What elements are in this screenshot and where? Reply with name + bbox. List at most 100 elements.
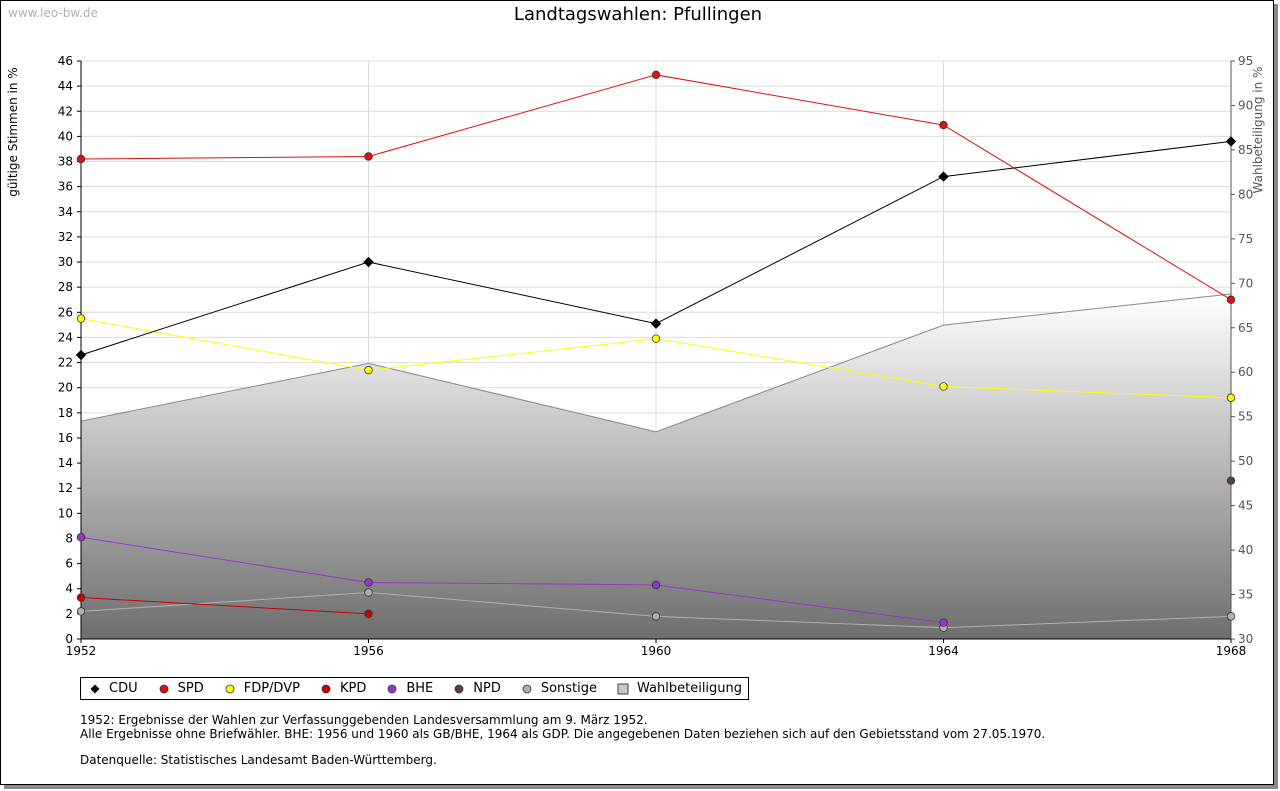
y-tick-label: 36	[58, 180, 73, 194]
line-kpd	[80, 597, 369, 615]
y2-tick-label: 90	[1238, 98, 1253, 112]
point-fdp-dvp	[1226, 393, 1236, 402]
legend-label: NPD	[473, 681, 501, 696]
legend-item-npd: NPD	[453, 681, 501, 696]
turnout-area	[80, 293, 1232, 639]
y-tick-label: 20	[58, 381, 73, 395]
legend-marker	[90, 684, 100, 693]
point-cdu	[363, 256, 374, 268]
legend-marker	[321, 684, 331, 693]
legend-item-spd: SPD	[158, 681, 204, 696]
y-axis-title: gültige Stimmen in %	[6, 67, 20, 196]
x-tick-label: 1956	[353, 644, 384, 658]
point-npd	[1226, 476, 1236, 485]
y-tick-label: 34	[58, 205, 73, 219]
point-spd	[939, 120, 948, 130]
point-spd	[76, 154, 86, 164]
area-line-wahlbeteiligung	[80, 293, 1232, 433]
y2-tick-label: 65	[1238, 321, 1253, 335]
legend-label: Wahlbeteiligung	[637, 681, 743, 696]
point-kpd	[76, 593, 86, 602]
y-tick-label: 4	[65, 582, 73, 596]
x-tick-label: 1952	[66, 644, 97, 658]
point-spd	[364, 152, 373, 161]
legend-marker	[225, 684, 235, 693]
x-tick-label: 1964	[928, 644, 959, 658]
axes: 0246810121416182022242628303234363840424…	[58, 54, 1254, 658]
point-fdp-dvp	[364, 365, 373, 375]
x-tick-label: 1960	[641, 644, 672, 658]
y-tick-label: 38	[58, 155, 73, 169]
legend-marker	[617, 683, 629, 694]
note-line-1: 1952: Ergebnisse der Wahlen zur Verfassu…	[80, 713, 648, 727]
legend-item-sonstige: Sonstige	[521, 681, 597, 696]
y-tick-label: 44	[58, 79, 73, 93]
y-tick-label: 24	[58, 330, 73, 344]
line-bhe	[80, 536, 944, 624]
y2-tick-label: 80	[1238, 187, 1253, 201]
note-line-2: Alle Ergebnisse ohne Briefwähler. BHE: 1…	[80, 727, 1046, 741]
series-points	[75, 70, 1237, 632]
x-tick-label: 1968	[1216, 644, 1247, 658]
area-wahlbeteiligung	[81, 293, 1231, 639]
chart-title: Landtagswahlen: Pfullingen	[514, 4, 762, 25]
legend-label: Sonstige	[540, 681, 598, 696]
legend: CDU SPD FDP/DVP KPD BHE NPD Sonstige Wahlbeteil…	[80, 677, 750, 700]
point-spd	[651, 70, 661, 80]
point-cdu	[938, 171, 949, 182]
legend-item-kpd: KPD	[320, 681, 366, 696]
legend-label: BHE	[406, 681, 434, 696]
y-tick-label: 28	[58, 280, 73, 294]
y2-tick-label: 75	[1238, 232, 1253, 246]
legend-marker	[522, 684, 532, 693]
y-tick-label: 14	[58, 456, 73, 470]
y-tick-label: 30	[58, 255, 73, 269]
y2-tick-label: 50	[1238, 454, 1253, 468]
y2-axis-title: Wahlbeteiligung in %	[1251, 67, 1265, 194]
y2-tick-label: 85	[1238, 143, 1253, 157]
y-tick-label: 42	[58, 104, 73, 118]
point-cdu	[1225, 136, 1237, 147]
point-bhe	[364, 578, 373, 587]
legend-item-wahlbeteiligung: Wahlbeteiligung	[617, 681, 742, 696]
y-tick-label: 22	[58, 356, 73, 370]
y-tick-label: 40	[58, 129, 73, 143]
legend-label: CDU	[109, 681, 138, 696]
point-spd	[1226, 295, 1236, 304]
point-fdp-dvp	[651, 334, 661, 343]
point-sonstige	[364, 588, 373, 597]
point-sonstige	[1226, 612, 1236, 621]
y-tick-label: 16	[58, 431, 73, 445]
y2-tick-label: 45	[1238, 499, 1253, 513]
point-fdp-dvp	[76, 314, 86, 323]
legend-label: KPD	[339, 681, 367, 696]
legend-label: SPD	[177, 681, 204, 696]
watermark-text: www.leo-bw.de	[8, 6, 98, 20]
legend-marker	[387, 684, 397, 693]
y2-tick-label: 60	[1238, 365, 1253, 379]
y-tick-label: 46	[58, 54, 73, 68]
point-bhe	[651, 580, 661, 590]
legend-item-cdu: CDU	[89, 681, 138, 696]
y2-tick-label: 70	[1238, 276, 1253, 290]
y-tick-label: 10	[58, 506, 73, 520]
y-tick-label: 26	[58, 305, 73, 319]
y-tick-label: 32	[58, 230, 73, 244]
point-sonstige	[651, 612, 661, 621]
y-tick-label: 8	[65, 531, 73, 545]
y-tick-label: 12	[58, 481, 73, 495]
legend-item-bhe: BHE	[386, 681, 433, 696]
y-tick-label: 2	[65, 607, 73, 621]
y2-tick-label: 95	[1238, 54, 1253, 68]
legend-marker	[159, 684, 169, 693]
point-fdp-dvp	[939, 382, 948, 391]
legend-item-fdp-dvp: FDP/DVP	[224, 681, 300, 696]
y-tick-label: 6	[65, 557, 73, 571]
y2-tick-label: 35	[1238, 588, 1253, 602]
source-note: Datenquelle: Statistisches Landesamt Bad…	[80, 753, 437, 767]
point-kpd	[364, 609, 373, 619]
y-tick-label: 0	[65, 632, 73, 646]
point-bhe	[939, 618, 948, 627]
legend-label: FDP/DVP	[243, 681, 300, 696]
